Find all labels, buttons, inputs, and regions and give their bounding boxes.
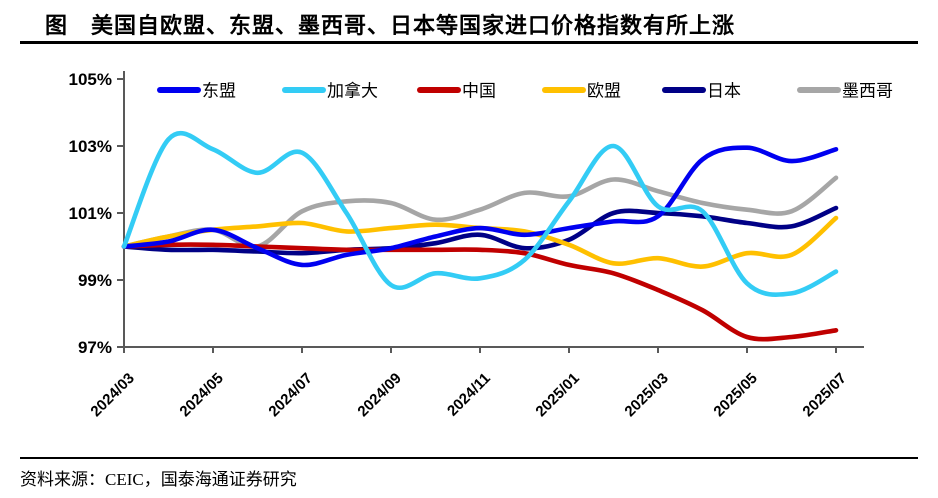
x-tick-label: 2025/07 [799, 370, 849, 420]
legend-label-asean: 东盟 [202, 82, 236, 101]
y-tick-label: 99% [78, 271, 112, 290]
series-line-asean [121, 145, 839, 268]
legend-item-japan: 日本 [662, 82, 741, 101]
x-tick-label: 2024/03 [87, 370, 137, 420]
x-tick-label: 2024/09 [354, 370, 404, 420]
series-line-japan [121, 205, 839, 256]
x-tick-label: 2024/11 [444, 370, 494, 420]
legend-label-canada: 加拿大 [327, 81, 378, 101]
title-divider [20, 41, 918, 44]
source-divider [20, 457, 918, 459]
page-title: 图 美国自欧盟、东盟、墨西哥、日本等国家进口价格指数有所上涨 [45, 13, 736, 38]
series-line-canada [121, 130, 839, 297]
x-tick-label: 2024/07 [265, 370, 315, 420]
legend-item-eu: 欧盟 [542, 82, 621, 101]
y-tick-label: 97% [78, 338, 112, 357]
legend-label-japan: 日本 [707, 82, 741, 101]
source-note: 资料来源：CEIC，国泰海通证券研究 [20, 470, 297, 489]
x-tick-label: 2024/05 [176, 370, 226, 420]
series-line-china [121, 242, 839, 342]
legend-label-eu: 欧盟 [587, 82, 621, 101]
legend-label-china: 中国 [462, 82, 496, 101]
y-tick-label: 103% [69, 137, 112, 156]
x-tick-label: 2025/03 [621, 370, 671, 420]
legend-item-mexico: 墨西哥 [797, 82, 893, 101]
chart-svg: 97% 99% 101% 103% 105% 2024/03 2024/05 2024/07 2… [69, 70, 893, 420]
legend-label-mexico: 墨西哥 [842, 82, 893, 101]
x-tick-label: 2025/05 [710, 370, 760, 420]
x-tick-label: 2025/01 [532, 370, 582, 420]
legend-item-canada: 加拿大 [282, 81, 378, 101]
import-price-index-chart: 97% 99% 101% 103% 105% 2024/03 2024/05 2024/07 2… [0, 44, 938, 444]
y-tick-label: 105% [69, 70, 112, 89]
legend-item-asean: 东盟 [157, 82, 236, 101]
legend-item-china: 中国 [417, 82, 496, 101]
y-tick-label: 101% [69, 204, 112, 223]
